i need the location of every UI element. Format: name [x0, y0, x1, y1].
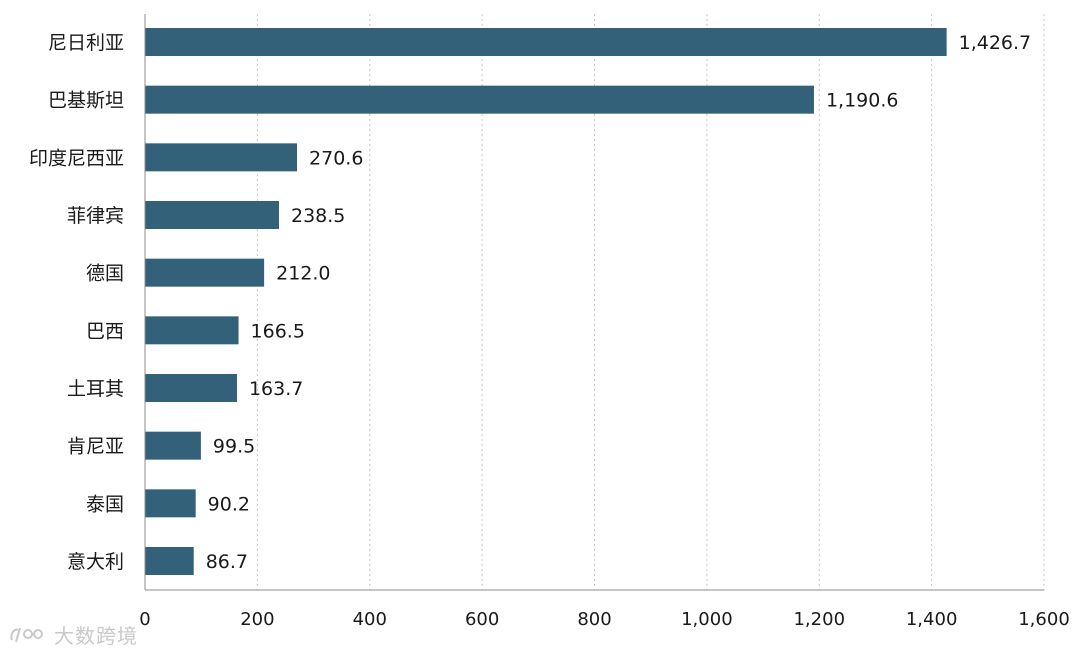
bar — [145, 201, 280, 229]
x-tick-label: 0 — [139, 609, 150, 630]
value-label: 238.5 — [291, 205, 345, 227]
value-label: 90.2 — [208, 493, 250, 515]
labels: 0 200 400 600 800 1,000 1,200 1,400 1,600 尼日利亚 1,4… — [29, 32, 1070, 630]
bar — [145, 258, 265, 287]
x-tick-label: 200 — [240, 609, 274, 630]
x-tick-label: 400 — [353, 609, 387, 630]
bar — [145, 28, 947, 56]
watermark-text: 大数跨境 — [54, 624, 138, 648]
x-tick-label: 600 — [465, 609, 499, 630]
value-label: 99.5 — [213, 436, 255, 458]
category-label: 尼日利亚 — [48, 32, 124, 54]
bar — [145, 316, 239, 345]
category-label: 巴基斯坦 — [48, 90, 124, 112]
bar — [145, 85, 814, 114]
bars — [145, 28, 947, 575]
category-label: 肯尼亚 — [67, 436, 124, 458]
category-label: 土耳其 — [67, 378, 124, 400]
x-tick-label: 800 — [577, 609, 611, 630]
x-tick-label: 1,600 — [1018, 609, 1070, 630]
watermark: 大数跨境 — [8, 620, 138, 649]
x-tick-label: 1,400 — [906, 609, 958, 630]
x-tick-label: 1,200 — [793, 609, 845, 630]
category-label: 巴西 — [86, 320, 124, 342]
category-label: 菲律宾 — [67, 205, 124, 227]
category-label: 德国 — [86, 263, 124, 285]
value-label: 212.0 — [276, 263, 330, 285]
bar — [145, 143, 298, 172]
value-label: 86.7 — [206, 551, 248, 573]
category-label: 印度尼西亚 — [29, 147, 124, 169]
value-label: 270.6 — [309, 147, 363, 169]
bar — [145, 431, 201, 460]
x-tick-label: 1,000 — [681, 609, 733, 630]
logo-icon — [10, 627, 43, 642]
bar — [145, 547, 194, 575]
axes — [144, 14, 1044, 591]
value-label: 1,190.6 — [826, 90, 899, 112]
bar — [145, 489, 196, 518]
value-label: 166.5 — [251, 320, 305, 342]
category-label: 泰国 — [86, 493, 124, 515]
value-label: 163.7 — [249, 378, 303, 400]
bar — [145, 374, 237, 402]
category-label: 意大利 — [67, 551, 124, 573]
value-label: 1,426.7 — [959, 32, 1032, 54]
